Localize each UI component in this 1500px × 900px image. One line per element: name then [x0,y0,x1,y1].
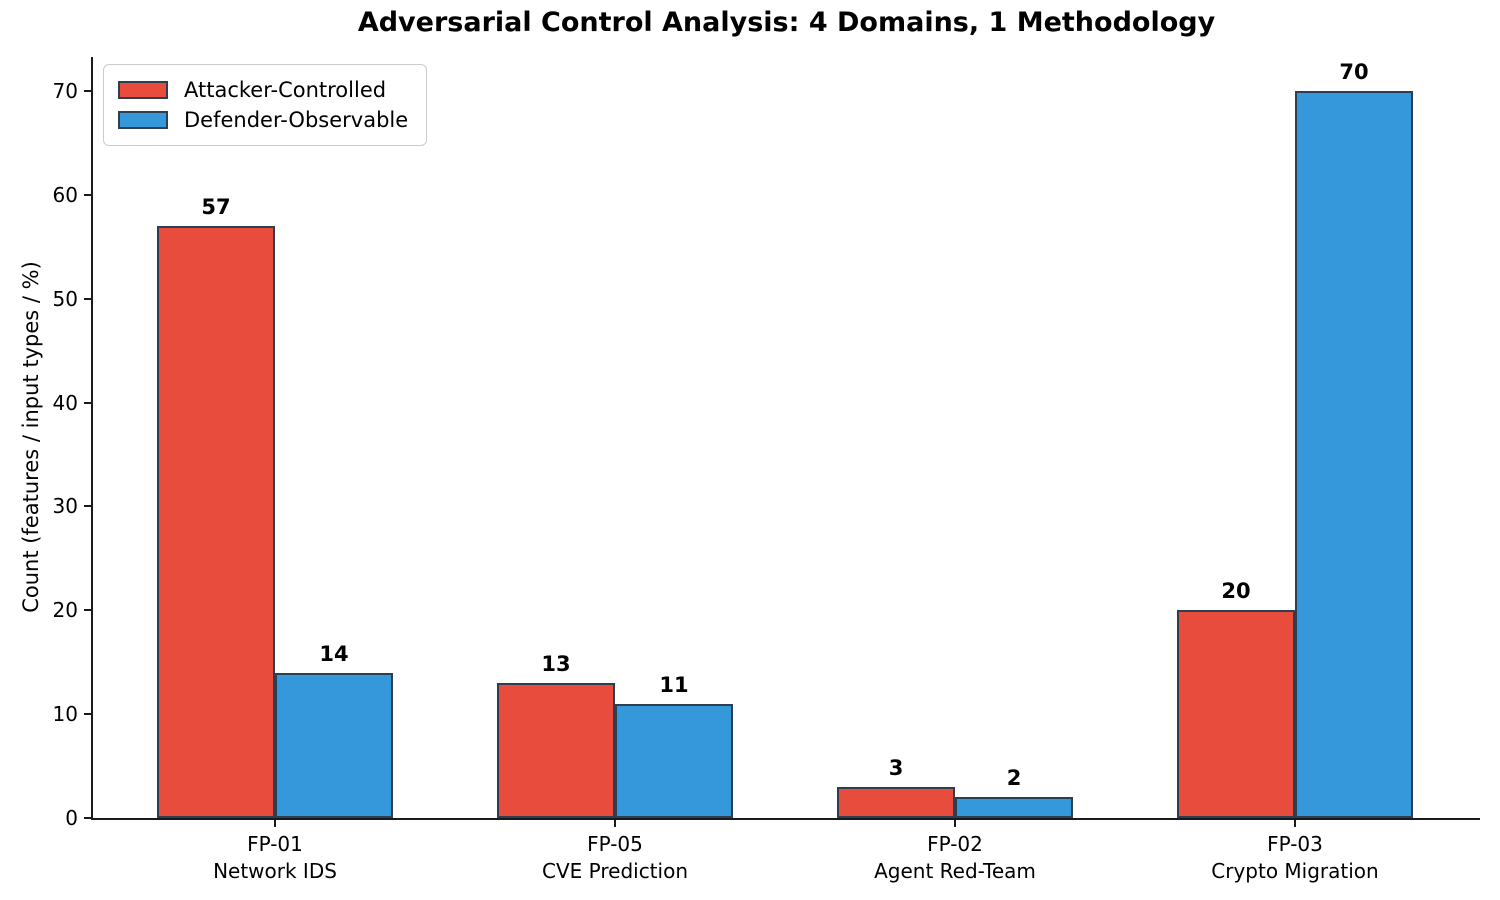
category-code: FP-03 [1267,832,1323,856]
y-axis-tick [84,402,91,404]
bar-defender-observable [1295,91,1413,818]
category-code: FP-02 [927,832,983,856]
bar-attacker-controlled [837,787,955,818]
bar-value-label: 70 [1339,60,1369,84]
x-axis-tick-label: FP-01 Network IDS [105,831,445,885]
y-axis-label: Count (features / input types / %) [19,261,43,613]
category-code: FP-05 [587,832,643,856]
y-axis-tick-label: 70 [52,79,78,103]
legend: Attacker-Controlled Defender-Observable [103,64,428,146]
bar-value-label: 11 [659,673,689,697]
legend-swatch [118,81,168,99]
x-axis-tick [1294,820,1296,827]
x-axis-tick [274,820,276,827]
x-axis-tick-label: FP-02 Agent Red-Team [785,831,1125,885]
legend-swatch [118,111,168,129]
y-axis-tick-label: 0 [65,806,78,830]
bar-attacker-controlled [157,226,275,818]
legend-label: Defender-Observable [184,108,409,132]
category-name: Network IDS [213,859,337,883]
legend-entry: Defender-Observable [118,105,408,135]
category-name: Agent Red-Team [874,859,1036,883]
category-name: CVE Prediction [542,859,688,883]
y-axis-tick-label: 60 [52,183,78,207]
y-axis-tick [84,90,91,92]
bar-value-label: 57 [201,195,231,219]
category-code: FP-01 [247,832,303,856]
x-axis-tick [614,820,616,827]
y-axis-spine [91,57,93,820]
y-axis-tick [84,505,91,507]
y-axis-tick-label: 20 [52,598,78,622]
y-axis-tick-label: 40 [52,391,78,415]
bar-attacker-controlled [1177,610,1295,818]
y-axis-tick-label: 10 [52,702,78,726]
y-axis-tick [84,609,91,611]
legend-entry: Attacker-Controlled [118,75,408,105]
bar-value-label: 3 [888,756,904,780]
y-axis-tick-label: 50 [52,287,78,311]
category-name: Crypto Migration [1211,859,1379,883]
chart-title: Adversarial Control Analysis: 4 Domains,… [357,7,1216,38]
bar-value-label: 14 [319,642,349,666]
bar-value-label: 13 [541,652,571,676]
x-axis-tick-label: FP-03 Crypto Migration [1125,831,1465,885]
y-axis-tick [84,817,91,819]
y-axis-tick [84,713,91,715]
x-axis-tick [954,820,956,827]
x-axis-spine [91,818,1480,820]
x-axis-tick-label: FP-05 CVE Prediction [445,831,785,885]
bar-defender-observable [955,797,1073,818]
bar-value-label: 2 [1006,766,1022,790]
y-axis-tick-label: 30 [52,494,78,518]
bar-defender-observable [275,673,393,818]
bar-value-label: 20 [1221,579,1251,603]
bar-defender-observable [615,704,733,818]
bar-attacker-controlled [497,683,615,818]
y-axis-tick [84,298,91,300]
legend-label: Attacker-Controlled [184,78,387,102]
y-axis-tick [84,194,91,196]
